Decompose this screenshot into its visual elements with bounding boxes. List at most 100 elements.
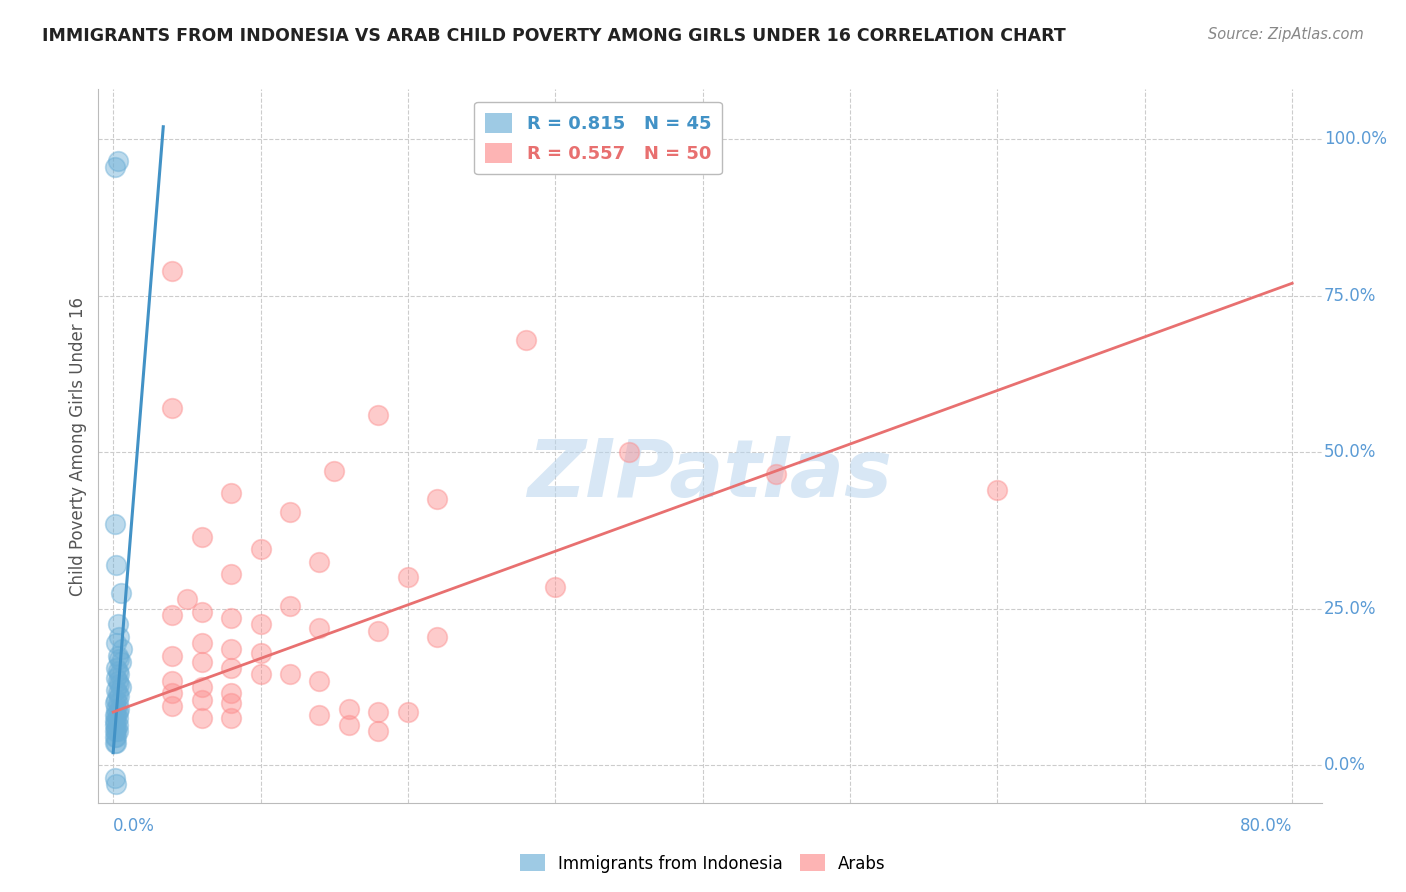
Point xyxy=(219,661,242,675)
Point xyxy=(108,677,131,691)
Point xyxy=(108,652,131,666)
Point xyxy=(104,736,127,750)
Point xyxy=(190,530,212,544)
Point xyxy=(337,702,360,716)
Point xyxy=(986,483,1008,497)
Point xyxy=(617,445,640,459)
Point xyxy=(249,617,271,632)
Point xyxy=(219,486,242,500)
Point xyxy=(323,464,346,478)
Point xyxy=(515,333,537,347)
Point xyxy=(278,667,301,681)
Point xyxy=(104,723,127,738)
Point xyxy=(396,705,419,719)
Point xyxy=(105,683,128,698)
Point xyxy=(278,505,301,519)
Point xyxy=(107,723,129,738)
Point xyxy=(105,708,128,723)
Point xyxy=(249,667,271,681)
Text: Source: ZipAtlas.com: Source: ZipAtlas.com xyxy=(1208,27,1364,42)
Text: IMMIGRANTS FROM INDONESIA VS ARAB CHILD POVERTY AMONG GIRLS UNDER 16 CORRELATION: IMMIGRANTS FROM INDONESIA VS ARAB CHILD … xyxy=(42,27,1066,45)
Point xyxy=(108,690,131,704)
Point xyxy=(190,692,212,706)
Point xyxy=(219,711,242,725)
Point xyxy=(108,630,131,644)
Point xyxy=(190,636,212,650)
Point xyxy=(107,673,129,688)
Point xyxy=(104,708,127,723)
Point xyxy=(105,636,128,650)
Point xyxy=(108,667,131,681)
Point xyxy=(367,723,389,738)
Point xyxy=(190,655,212,669)
Legend: R = 0.815   N = 45, R = 0.557   N = 50: R = 0.815 N = 45, R = 0.557 N = 50 xyxy=(474,102,723,174)
Point xyxy=(219,696,242,710)
Point xyxy=(104,714,127,729)
Text: 75.0%: 75.0% xyxy=(1324,286,1376,305)
Point xyxy=(426,630,449,644)
Point xyxy=(110,680,132,694)
Point xyxy=(219,642,242,657)
Point xyxy=(160,648,183,663)
Point xyxy=(160,686,183,700)
Point xyxy=(107,686,129,700)
Y-axis label: Child Poverty Among Girls Under 16: Child Poverty Among Girls Under 16 xyxy=(69,296,87,596)
Point xyxy=(160,401,183,416)
Point xyxy=(308,673,330,688)
Point xyxy=(110,655,132,669)
Point xyxy=(160,698,183,713)
Point xyxy=(104,717,127,731)
Point xyxy=(249,646,271,660)
Point xyxy=(219,686,242,700)
Point xyxy=(105,730,128,744)
Point xyxy=(396,570,419,584)
Point xyxy=(105,558,128,572)
Point xyxy=(367,705,389,719)
Point xyxy=(107,648,129,663)
Point xyxy=(105,736,128,750)
Point xyxy=(367,408,389,422)
Point xyxy=(219,611,242,625)
Point xyxy=(105,692,128,706)
Point xyxy=(337,717,360,731)
Point xyxy=(104,161,127,175)
Point xyxy=(190,711,212,725)
Point xyxy=(110,586,132,600)
Point xyxy=(107,717,129,731)
Point xyxy=(160,673,183,688)
Point xyxy=(105,671,128,685)
Text: 0.0%: 0.0% xyxy=(112,817,155,835)
Point xyxy=(765,467,787,482)
Point xyxy=(107,711,129,725)
Point xyxy=(190,680,212,694)
Text: 0.0%: 0.0% xyxy=(1324,756,1367,774)
Point xyxy=(249,542,271,557)
Point xyxy=(107,665,129,679)
Point xyxy=(544,580,567,594)
Text: 25.0%: 25.0% xyxy=(1324,599,1376,618)
Legend: Immigrants from Indonesia, Arabs: Immigrants from Indonesia, Arabs xyxy=(513,847,893,880)
Point xyxy=(104,771,127,785)
Point xyxy=(111,642,134,657)
Point xyxy=(105,777,128,791)
Point xyxy=(278,599,301,613)
Point xyxy=(108,702,131,716)
Point xyxy=(104,730,127,744)
Point xyxy=(105,723,128,738)
Point xyxy=(107,696,129,710)
Point xyxy=(367,624,389,638)
Point xyxy=(104,517,127,532)
Point xyxy=(107,154,129,169)
Point xyxy=(105,714,128,729)
Point xyxy=(107,617,129,632)
Point xyxy=(219,567,242,582)
Point xyxy=(308,708,330,723)
Point xyxy=(105,661,128,675)
Point xyxy=(105,721,128,735)
Point xyxy=(308,555,330,569)
Point xyxy=(107,705,129,719)
Text: 80.0%: 80.0% xyxy=(1240,817,1292,835)
Point xyxy=(426,492,449,507)
Point xyxy=(190,605,212,619)
Point xyxy=(176,592,198,607)
